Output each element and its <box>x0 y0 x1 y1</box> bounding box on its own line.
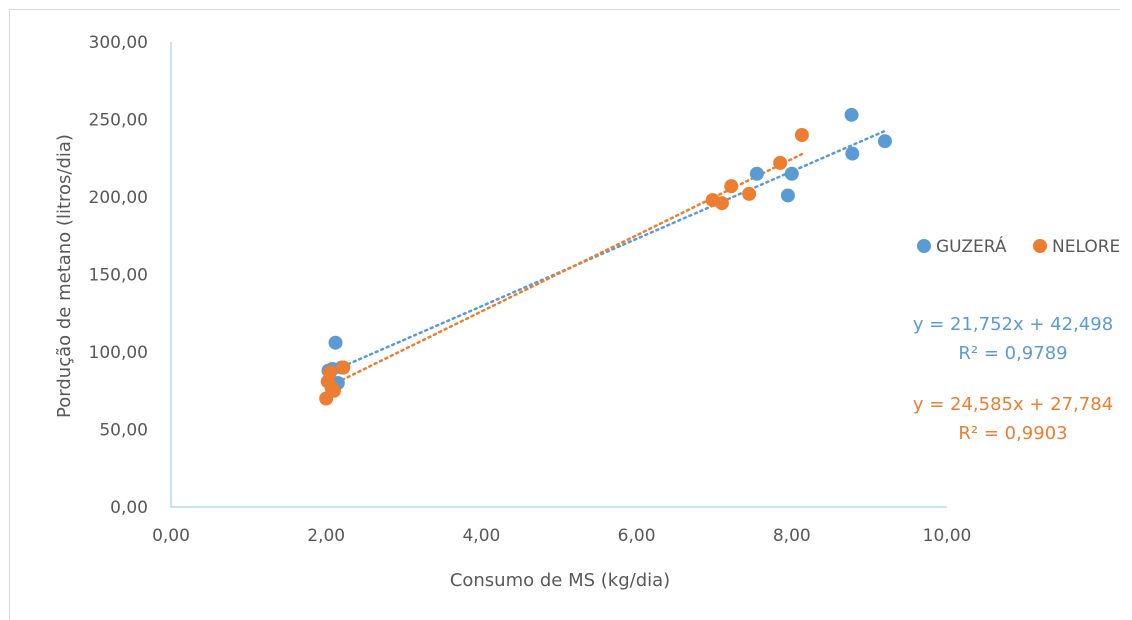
trendline-r2-nelore: R² = 0,9903 <box>958 423 1067 444</box>
x-tick-label: 0,00 <box>152 526 190 546</box>
legend-marker-guzerá <box>917 239 931 253</box>
x-tick-label: 2,00 <box>307 526 345 546</box>
legend-label-nelore: NELORE <box>1052 237 1120 257</box>
data-point-nelore <box>336 360 351 375</box>
y-tick-label: 250,00 <box>89 111 148 131</box>
y-tick-labels: 0,00 50,00 100,00 150,00 200,00 250,00 300,00 <box>89 33 148 518</box>
data-point-nelore <box>326 383 341 398</box>
data-point-guzerá <box>749 166 764 181</box>
y-tick-label: 200,00 <box>89 188 148 208</box>
data-point-guzerá <box>845 146 860 161</box>
trendline-equation-guzerá: y = 21,752x + 42,498 <box>913 314 1113 335</box>
data-point-nelore <box>742 186 757 201</box>
y-tick-label: 50,00 <box>99 421 148 441</box>
trendline-equation-nelore: y = 24,585x + 27,784 <box>913 394 1113 415</box>
y-tick-label: 300,00 <box>89 33 148 53</box>
frame-border-left <box>9 9 10 620</box>
legend: GUZERÁ NELORE <box>917 235 1120 257</box>
data-point-nelore <box>714 196 729 211</box>
trendlines <box>324 129 887 389</box>
trendline-nelore <box>324 152 804 389</box>
y-tick-label: 0,00 <box>110 498 148 518</box>
y-tick-label: 150,00 <box>89 266 148 286</box>
trendline-r2-guzerá: R² = 0,9789 <box>958 343 1067 364</box>
x-tick-label: 6,00 <box>618 526 656 546</box>
x-tick-labels: 0,00 2,00 4,00 6,00 8,00 10,00 <box>152 526 971 546</box>
trendline-guzerá <box>324 129 887 375</box>
data-point-nelore <box>773 155 788 170</box>
y-axis-title: Porduçã‌o de metano (litros/dia) <box>54 134 75 418</box>
y-tick-label: 100,00 <box>89 343 148 363</box>
data-point-guzerá <box>844 107 859 122</box>
data-point-guzerá <box>328 335 343 350</box>
data-point-nelore <box>323 365 338 380</box>
frame-border-top <box>9 9 1120 10</box>
data-point-guzerá <box>784 166 799 181</box>
x-axis-title: Consumo de MS (kg/dia) <box>450 570 670 591</box>
data-point-guzerá <box>780 188 795 203</box>
data-point-guzerá <box>877 134 892 149</box>
data-points <box>319 107 892 406</box>
x-tick-label: 10,00 <box>923 526 972 546</box>
legend-label-guzerá: GUZERÁ <box>936 235 1007 257</box>
x-tick-label: 4,00 <box>462 526 500 546</box>
legend-marker-nelore <box>1033 239 1047 253</box>
data-point-nelore <box>724 179 739 194</box>
x-tick-label: 8,00 <box>773 526 811 546</box>
data-point-nelore <box>794 128 809 142</box>
trendline-equations: y = 21,752x + 42,498 R² = 0,9789 y = 24,58… <box>913 314 1113 444</box>
